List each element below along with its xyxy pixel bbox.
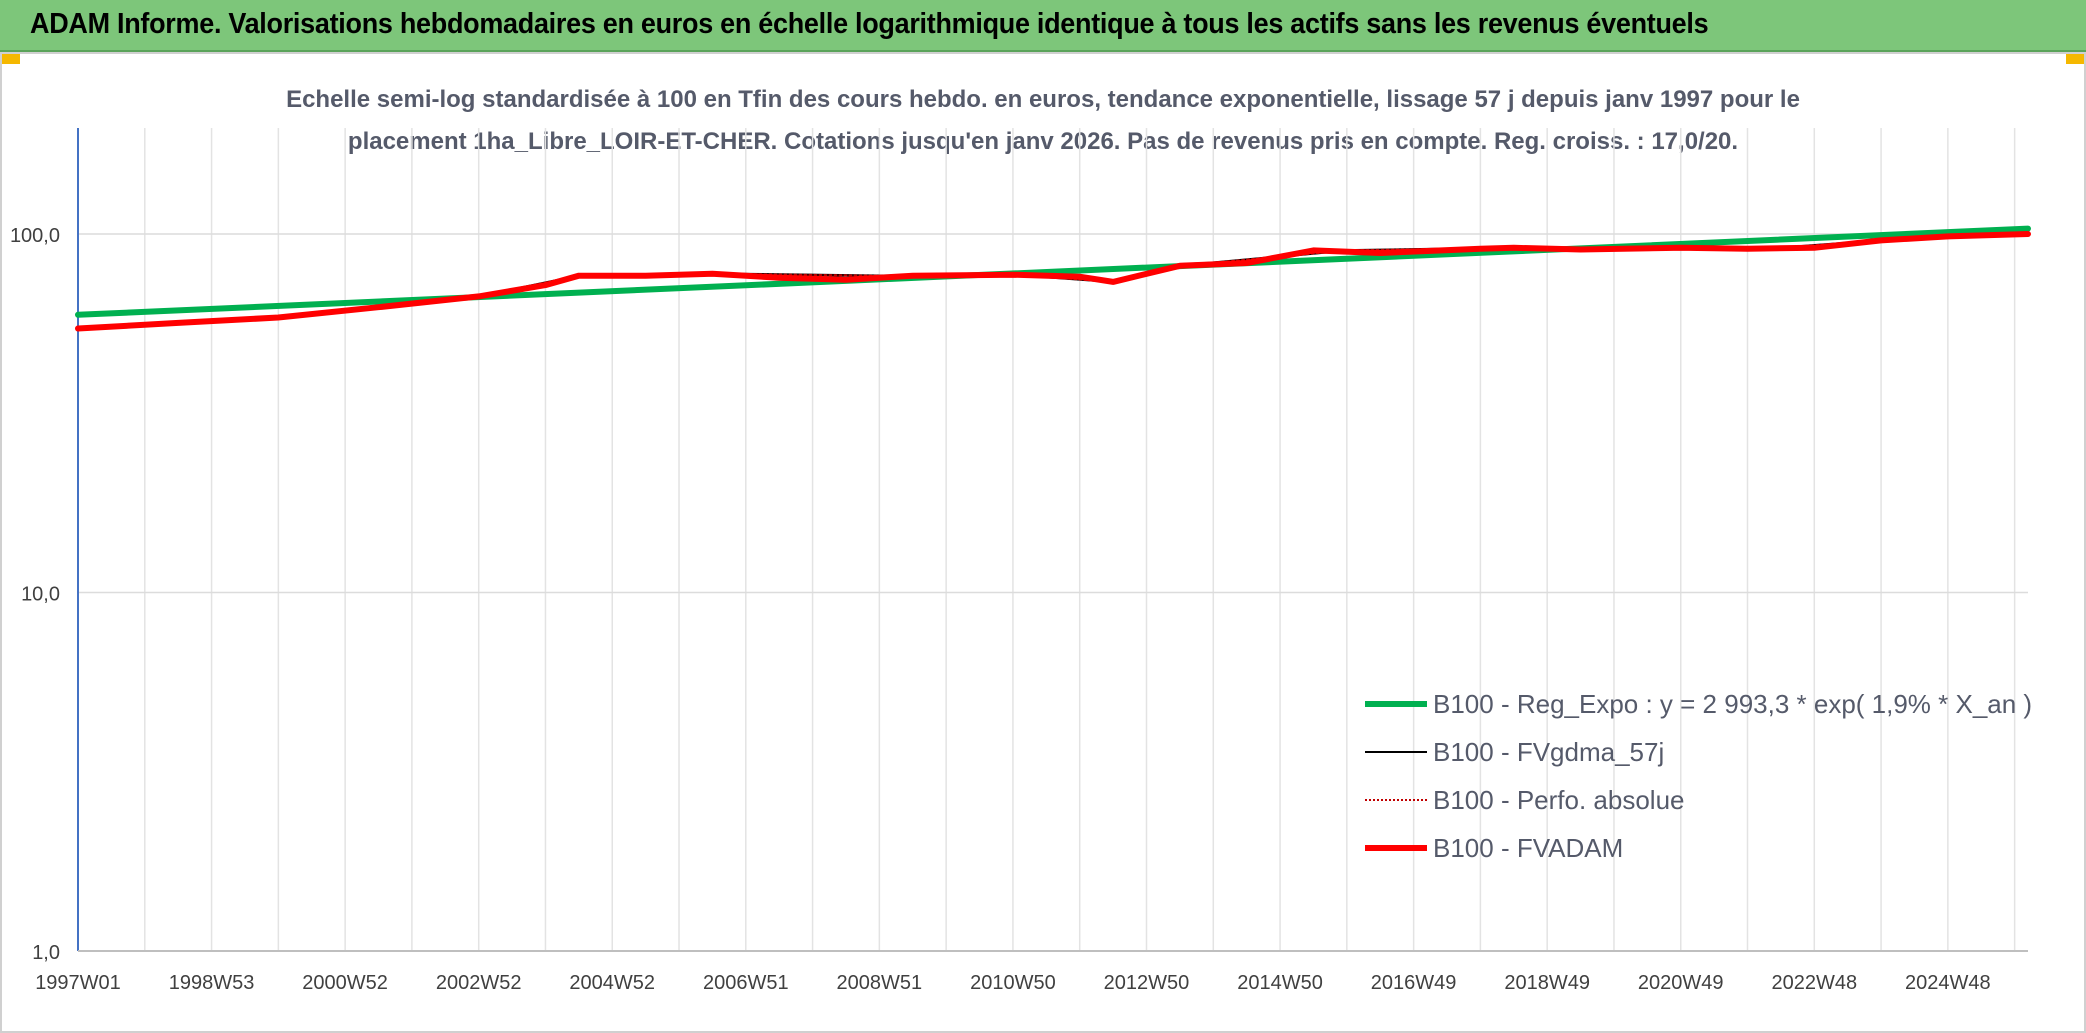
series-line-3: [75, 231, 2031, 332]
tick-labels: 1,0 10,0 100,0 1997W01 1998W53 2000W52 2002W52…: [10, 225, 1991, 994]
legend-label: B100 - FVgdma_57j: [1433, 736, 1665, 767]
corner-marker-left: [0, 52, 20, 64]
y-tick-label: 1,0: [32, 942, 60, 964]
report-banner: ADAM Informe. Valorisations hebdomadaire…: [0, 0, 2086, 52]
legend-swatch: [1365, 799, 1427, 801]
legend-item: B100 - FVgdma_57j: [1365, 728, 2032, 776]
legend-swatch: [1365, 701, 1427, 707]
report-title: ADAM Informe. Valorisations hebdomadaire…: [30, 8, 1709, 40]
series-line-0: [75, 225, 2031, 318]
x-tick-label: 2024W48: [1905, 972, 1991, 994]
x-tick-label: 2006W51: [703, 972, 789, 994]
legend: B100 - Reg_Expo : y = 2 993,3 * exp( 1,9…: [1365, 680, 2032, 872]
legend-swatch: [1365, 751, 1427, 753]
x-tick-label: 2004W52: [569, 972, 655, 994]
x-tick-label: 1997W01: [35, 972, 121, 994]
legend-item: B100 - Perfo. absolue: [1365, 776, 2032, 824]
corner-marker-right: [2066, 52, 2086, 64]
x-tick-label: 1998W53: [169, 972, 255, 994]
x-tick-label: 2008W51: [837, 972, 923, 994]
legend-label: B100 - FVADAM: [1433, 832, 1624, 863]
legend-item: B100 - Reg_Expo : y = 2 993,3 * exp( 1,9…: [1365, 680, 2032, 728]
y-tick-label: 100,0: [10, 225, 60, 247]
x-tick-label: 2014W50: [1237, 972, 1323, 994]
series: [75, 225, 2031, 332]
chart-frame: [0, 52, 2086, 1033]
x-tick-label: 2018W49: [1504, 972, 1590, 994]
x-tick-label: 2000W52: [302, 972, 388, 994]
axes: [77, 128, 2028, 952]
x-tick-label: 2012W50: [1104, 972, 1190, 994]
legend-item: B100 - FVADAM: [1365, 824, 2032, 872]
x-tick-label: 2002W52: [436, 972, 522, 994]
legend-label: B100 - Perfo. absolue: [1433, 784, 1685, 815]
legend-label: B100 - Reg_Expo : y = 2 993,3 * exp( 1,9…: [1433, 688, 2033, 719]
chart-title-line-2: placement 1ha_Libre_LOIR-ET-CHER. Cotati…: [347, 128, 1739, 155]
x-tick-label: 2010W50: [970, 972, 1056, 994]
x-tick-label: 2020W49: [1638, 972, 1724, 994]
x-tick-label: 2022W48: [1771, 972, 1857, 994]
x-tick-label: 2016W49: [1371, 972, 1457, 994]
legend-swatch: [1365, 845, 1427, 851]
y-tick-label: 10,0: [21, 584, 60, 606]
chart-title-line-1: Echelle semi-log standardisée à 100 en T…: [286, 86, 1800, 113]
